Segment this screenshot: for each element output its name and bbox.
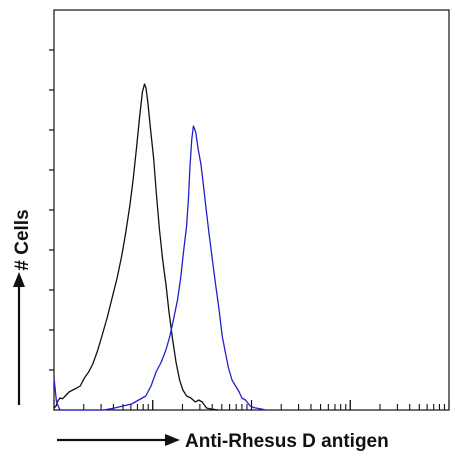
y-axis-label: # Cells: [12, 209, 33, 270]
plot-frame: [53, 9, 450, 411]
y-axis-arrow-head: [13, 272, 25, 287]
axis-arrows: [13, 272, 180, 446]
axis-layer: [49, 9, 450, 411]
x-axis-label: Anti-Rhesus D antigen: [185, 431, 389, 452]
x-axis-arrow-head: [165, 434, 180, 446]
series-layer: [53, 83, 267, 411]
histogram-series-2: [53, 125, 267, 411]
histogram-series-1: [53, 83, 219, 411]
